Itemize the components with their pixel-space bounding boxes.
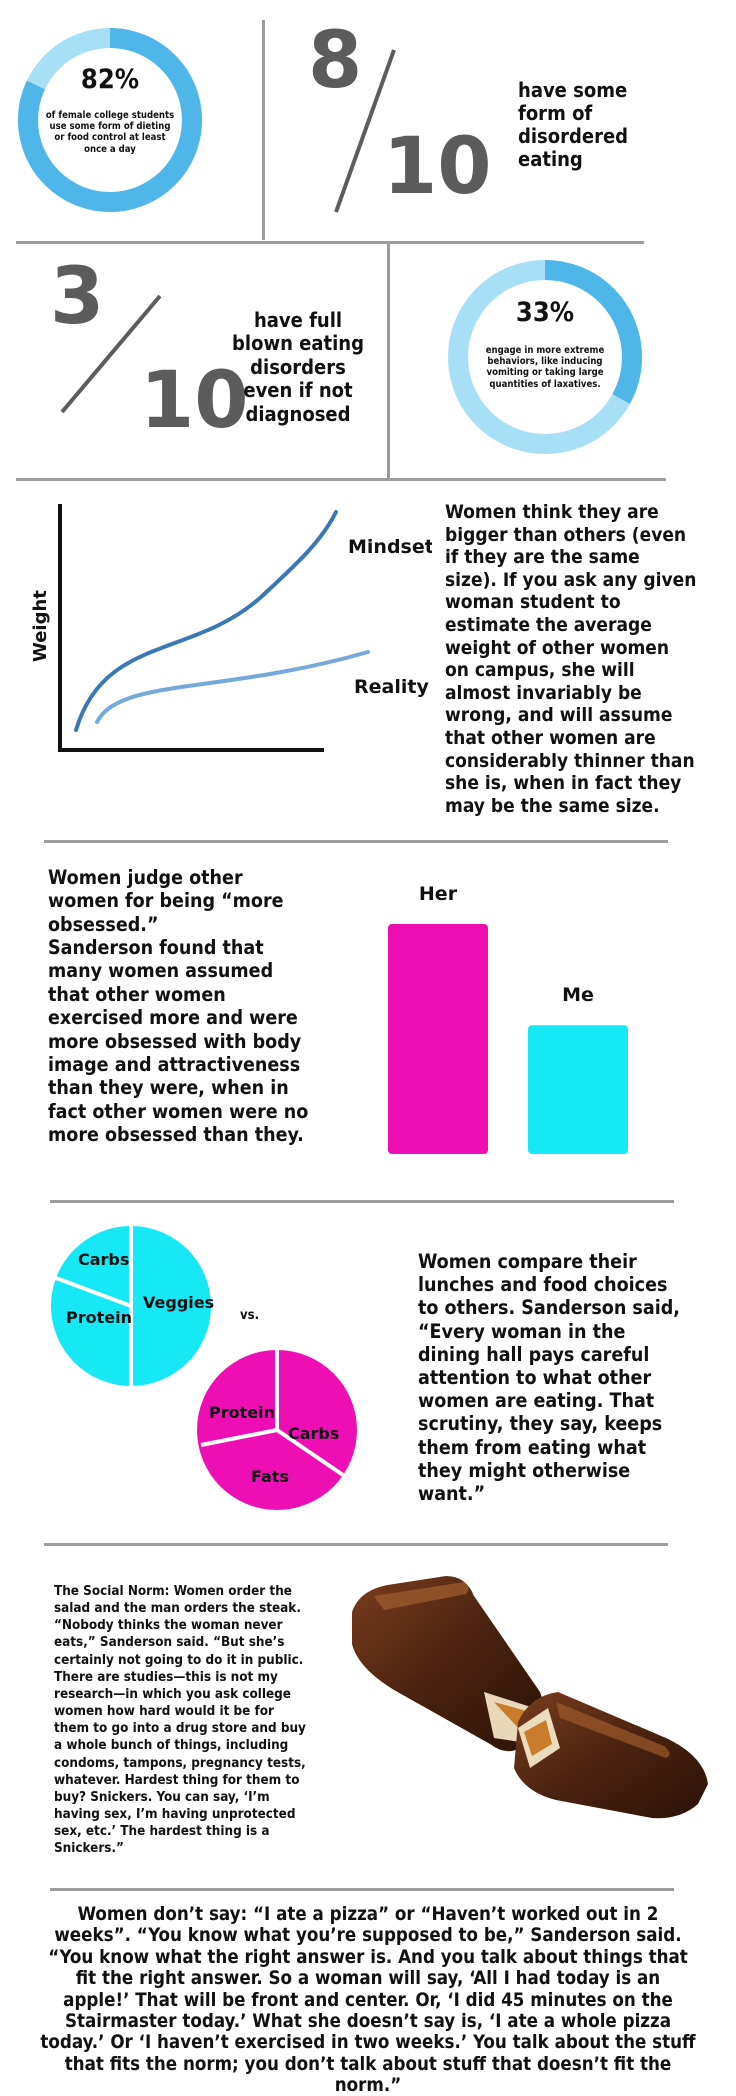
weight-text: Women think they are bigger than others … (445, 501, 697, 817)
pie2-label-protein: Protein (209, 1403, 275, 1422)
pie-chart-others: Protein Carbs Fats (197, 1350, 357, 1510)
series-line-reality (95, 650, 370, 724)
series-label-reality: Reality (354, 676, 429, 698)
percent-ring-82 (18, 28, 202, 212)
percent-ring-33 (448, 260, 642, 454)
series-line-mindset (74, 510, 338, 732)
pie1-label-carbs: Carbs (78, 1250, 129, 1269)
stat4-percent: 33% (515, 297, 575, 328)
social-norm-text: The Social Norm: Women order the salad a… (54, 1584, 306, 1857)
bar-label-me: Me (562, 984, 594, 1006)
stat3-text: have full blown eating disorders even if… (232, 308, 364, 426)
pie2-label-carbs: Carbs (288, 1424, 339, 1443)
candy-piece-left (352, 1576, 544, 1752)
vs-label: vs. (240, 1308, 260, 1323)
pie-divider (55, 1276, 132, 1308)
horizontal-divider (16, 241, 644, 244)
obsessed-text: Sanderson found that many women assumed … (48, 936, 309, 1147)
y-axis-label: Weight (30, 590, 51, 662)
weight-line-chart: Mindset Reality Weight (30, 504, 432, 752)
ring-fill (18, 28, 202, 212)
bar-label-her: Her (419, 883, 458, 905)
stat4-text: engage in more extreme behaviors, like i… (485, 345, 605, 390)
horizontal-divider (50, 1200, 674, 1203)
horizontal-divider (44, 840, 668, 843)
stat3-denominator: 10 (140, 356, 249, 446)
pie-chart-me: Carbs Protein Veggies (51, 1226, 214, 1386)
footer-text: Women don’t say: “I ate a pizza” or “Hav… (40, 1904, 696, 2096)
ring-fill (448, 260, 642, 454)
vertical-divider (262, 20, 265, 240)
obsessed-heading: Women judge other women for being “more … (48, 866, 284, 936)
candy-piece-right (514, 1692, 708, 1819)
bar-me (528, 1025, 628, 1154)
her-me-bar-chart: Her Me (388, 883, 628, 1154)
stat2-numerator: 8 (308, 16, 363, 106)
stat3-numerator: 3 (50, 252, 105, 342)
series-label-mindset: Mindset (348, 536, 432, 558)
pie2-label-fats: Fats (251, 1467, 289, 1486)
candy-bar-image (352, 1576, 708, 1819)
pie-divider (200, 1428, 278, 1447)
stat2-text: have some form of disordered eating (518, 78, 629, 171)
food-text: Women compare their lunches and food cho… (418, 1250, 680, 1506)
pie1-label-protein: Protein (66, 1308, 132, 1327)
pie1-label-veggies: Veggies (143, 1293, 214, 1312)
horizontal-divider (16, 478, 666, 481)
vertical-divider (387, 244, 390, 480)
pie-divider (275, 1428, 345, 1477)
horizontal-divider (50, 1888, 674, 1891)
stat1-percent: 82% (80, 64, 140, 95)
stat1-text: of female college students use some form… (45, 110, 175, 155)
bar-her (388, 924, 488, 1154)
horizontal-divider (44, 1543, 668, 1546)
fraction-slash (60, 294, 162, 414)
fraction-slash (334, 49, 396, 213)
stat2-denominator: 10 (383, 122, 492, 212)
